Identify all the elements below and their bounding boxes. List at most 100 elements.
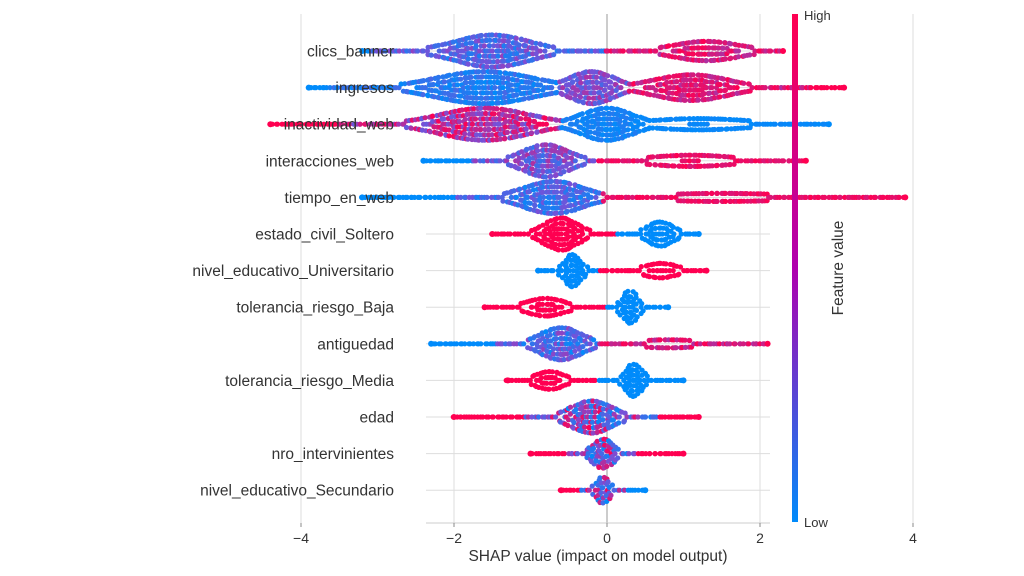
shap-point — [600, 411, 606, 417]
shap-point — [609, 482, 616, 488]
shap-point — [532, 348, 539, 354]
shap-point — [622, 109, 628, 115]
shap-point — [513, 92, 520, 98]
shap-point — [587, 227, 593, 233]
shap-point — [768, 48, 774, 54]
shap-point — [508, 82, 514, 88]
shap-point — [588, 194, 594, 200]
shap-point — [666, 74, 672, 80]
shap-point — [636, 121, 642, 127]
feature-label: estado_civil_Soltero — [255, 227, 394, 244]
shap-point — [740, 341, 747, 347]
shap-point — [578, 304, 584, 310]
shap-point — [682, 344, 689, 350]
shap-point — [500, 198, 506, 204]
shap-point — [470, 121, 476, 127]
shap-point — [505, 48, 511, 54]
shap-point — [547, 228, 553, 234]
shap-point — [808, 194, 814, 200]
shap-point — [451, 414, 457, 420]
shap-point — [674, 152, 680, 159]
shap-point — [661, 94, 667, 101]
shap-point — [663, 261, 669, 267]
shap-point — [465, 45, 471, 52]
shap-point — [543, 142, 549, 148]
shap-point — [531, 118, 538, 125]
shap-point — [610, 268, 616, 274]
shap-point — [592, 409, 598, 415]
shap-point — [734, 85, 740, 91]
shap-point — [581, 161, 588, 167]
colorbar-title: Feature value — [830, 221, 847, 316]
dots-layer — [267, 32, 909, 506]
shap-point — [574, 451, 581, 457]
shap-point — [540, 152, 546, 159]
shap-point — [741, 80, 747, 86]
shap-point — [720, 76, 726, 82]
shap-point — [541, 194, 547, 200]
shap-point — [519, 37, 525, 43]
shap-point — [537, 82, 544, 88]
shap-point — [639, 367, 645, 373]
shap-point — [435, 42, 442, 48]
shap-point — [463, 121, 469, 127]
shap-point — [491, 43, 497, 49]
shap-point — [671, 231, 677, 237]
shap-point — [535, 76, 541, 82]
shap-point — [622, 304, 629, 310]
shap-point — [663, 236, 669, 242]
shap-point — [690, 51, 696, 57]
shap-point — [551, 153, 557, 159]
shap-point — [752, 158, 759, 164]
shap-point — [547, 200, 553, 206]
shap-point — [560, 221, 566, 227]
shap-point — [417, 194, 423, 200]
shap-point — [571, 419, 577, 426]
shap-point — [696, 45, 702, 51]
shap-point — [538, 375, 544, 381]
shap-point — [757, 341, 763, 347]
shap-point — [481, 43, 487, 49]
feature-label: tolerancia_riesgo_Baja — [236, 300, 394, 317]
shap-point — [572, 92, 579, 98]
shap-point — [599, 158, 605, 164]
shap-point — [681, 116, 688, 122]
shap-point — [560, 85, 566, 91]
shap-point — [717, 39, 723, 45]
shap-point — [741, 125, 747, 131]
shap-point — [438, 341, 444, 347]
shap-point — [478, 105, 484, 111]
shap-point — [554, 216, 560, 222]
shap-point — [709, 85, 715, 91]
shap-point — [615, 446, 621, 452]
shap-point — [477, 48, 483, 54]
shap-point — [616, 420, 622, 426]
shap-point — [782, 194, 788, 200]
shap-point — [484, 90, 490, 96]
shap-point — [568, 202, 574, 208]
shap-point — [446, 127, 452, 133]
shap-point — [516, 121, 522, 127]
shap-point — [274, 121, 281, 127]
shap-point — [657, 337, 663, 343]
shap-point — [478, 32, 484, 39]
shap-point — [463, 80, 469, 86]
shap-point — [623, 115, 630, 121]
shap-point — [542, 115, 549, 121]
shap-point — [465, 61, 471, 67]
shap-point — [505, 38, 511, 45]
shap-point — [562, 346, 568, 352]
feature-swarm-edad — [450, 398, 702, 436]
shap-point — [591, 268, 597, 274]
shap-point — [564, 155, 571, 161]
shap-point — [458, 76, 464, 82]
shap-point — [856, 194, 862, 200]
shap-point — [695, 158, 701, 164]
shap-point — [441, 116, 447, 122]
shap-point — [677, 227, 683, 233]
shap-point — [777, 194, 783, 200]
shap-point — [408, 125, 414, 131]
shap-point — [298, 121, 305, 127]
shap-point — [687, 158, 693, 164]
shap-point — [501, 38, 507, 44]
